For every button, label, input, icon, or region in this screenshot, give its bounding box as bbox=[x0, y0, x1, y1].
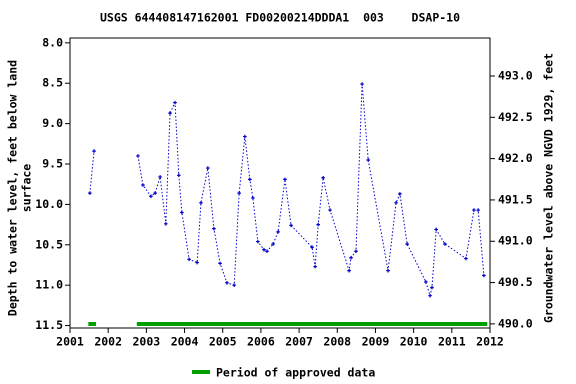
data-point bbox=[283, 177, 287, 182]
data-point bbox=[180, 210, 184, 215]
data-point bbox=[398, 192, 402, 196]
x-tick-label: 2003 bbox=[133, 335, 161, 349]
data-point bbox=[405, 242, 409, 246]
data-point bbox=[256, 239, 260, 244]
data-point bbox=[472, 208, 476, 212]
y-axis-label: surface bbox=[20, 164, 34, 213]
y-tick-label: 8.5 bbox=[42, 76, 63, 90]
legend-label: Period of approved data bbox=[216, 366, 375, 380]
chart-title: USGS 644408147162001 FD00200214DDDA1 003… bbox=[100, 11, 460, 25]
data-point bbox=[206, 166, 210, 170]
y-tick-label: 10.5 bbox=[35, 237, 63, 251]
data-point bbox=[349, 255, 353, 260]
data-point bbox=[354, 249, 358, 254]
data-point bbox=[428, 293, 432, 298]
data-point bbox=[265, 249, 269, 254]
x-tick-label: 2011 bbox=[438, 335, 466, 349]
data-point bbox=[92, 149, 96, 153]
x-tick-label: 2008 bbox=[323, 335, 351, 349]
data-point bbox=[158, 175, 162, 179]
data-point bbox=[271, 242, 275, 246]
y2-tick-label: 491.0 bbox=[498, 234, 533, 248]
x-tick-label: 2010 bbox=[400, 335, 428, 349]
data-point bbox=[248, 177, 252, 182]
approved-period bbox=[136, 322, 488, 326]
y2-tick-label: 491.5 bbox=[498, 192, 533, 206]
data-point bbox=[482, 273, 486, 278]
data-point bbox=[328, 208, 332, 212]
data-point bbox=[347, 268, 351, 273]
data-point bbox=[394, 200, 398, 205]
y2-tick-label: 492.5 bbox=[498, 110, 533, 124]
data-point bbox=[149, 194, 153, 199]
x-tick-label: 2009 bbox=[362, 335, 390, 349]
data-point bbox=[321, 175, 325, 180]
y2-tick-label: 490.5 bbox=[498, 275, 533, 289]
y2-tick-label: 493.0 bbox=[498, 69, 533, 83]
data-point bbox=[476, 208, 480, 212]
data-point bbox=[153, 191, 157, 195]
y2-tick-label: 492.0 bbox=[498, 151, 533, 165]
data-point bbox=[88, 191, 92, 195]
data-point bbox=[218, 261, 222, 266]
x-tick-label: 2005 bbox=[209, 335, 237, 349]
data-point bbox=[243, 134, 247, 139]
x-tick-label: 2007 bbox=[285, 335, 313, 349]
data-point bbox=[276, 230, 280, 234]
y2-tick-label: 490.0 bbox=[498, 316, 533, 330]
y-tick-label: 9.0 bbox=[42, 116, 63, 130]
plot-frame bbox=[69, 37, 491, 329]
data-point bbox=[313, 264, 317, 269]
data-point bbox=[177, 173, 181, 178]
data-line bbox=[89, 84, 485, 298]
data-point bbox=[212, 226, 216, 231]
data-point bbox=[424, 280, 428, 284]
data-point bbox=[434, 227, 438, 232]
data-point bbox=[199, 200, 203, 205]
y-tick-label: 11.0 bbox=[35, 278, 63, 292]
x-tick-label: 2001 bbox=[56, 335, 84, 349]
data-point bbox=[251, 196, 255, 200]
data-point bbox=[262, 247, 266, 252]
x-tick-label: 2002 bbox=[94, 335, 122, 349]
data-point bbox=[316, 222, 320, 227]
y-tick-label: 9.5 bbox=[42, 157, 63, 171]
data-point bbox=[168, 111, 172, 115]
data-point bbox=[289, 223, 293, 228]
data-point bbox=[164, 221, 168, 226]
y-tick-label: 11.5 bbox=[35, 318, 63, 332]
data-point bbox=[386, 268, 390, 273]
y-tick-label: 8.0 bbox=[42, 35, 63, 49]
data-point bbox=[464, 256, 468, 261]
data-point bbox=[187, 257, 191, 262]
data-point bbox=[173, 100, 177, 105]
data-point bbox=[360, 82, 364, 86]
data-point bbox=[232, 283, 236, 287]
x-tick-label: 2004 bbox=[171, 335, 199, 349]
data-point bbox=[310, 245, 314, 250]
data-point bbox=[443, 242, 447, 246]
x-tick-label: 2006 bbox=[247, 335, 275, 349]
y-tick-label: 10.0 bbox=[35, 197, 63, 211]
data-point bbox=[366, 158, 370, 162]
y-axis-label: Depth to water level, feet below land bbox=[6, 60, 20, 316]
x-tick-label: 2012 bbox=[476, 335, 504, 349]
data-point bbox=[430, 285, 434, 290]
data-point bbox=[195, 260, 199, 265]
approved-period bbox=[88, 322, 96, 326]
data-point bbox=[237, 191, 241, 195]
data-point bbox=[141, 183, 145, 187]
data-point bbox=[225, 280, 229, 285]
data-point bbox=[136, 154, 140, 158]
y2-axis-label: Groundwater level above NGVD 1929, feet bbox=[542, 53, 556, 323]
